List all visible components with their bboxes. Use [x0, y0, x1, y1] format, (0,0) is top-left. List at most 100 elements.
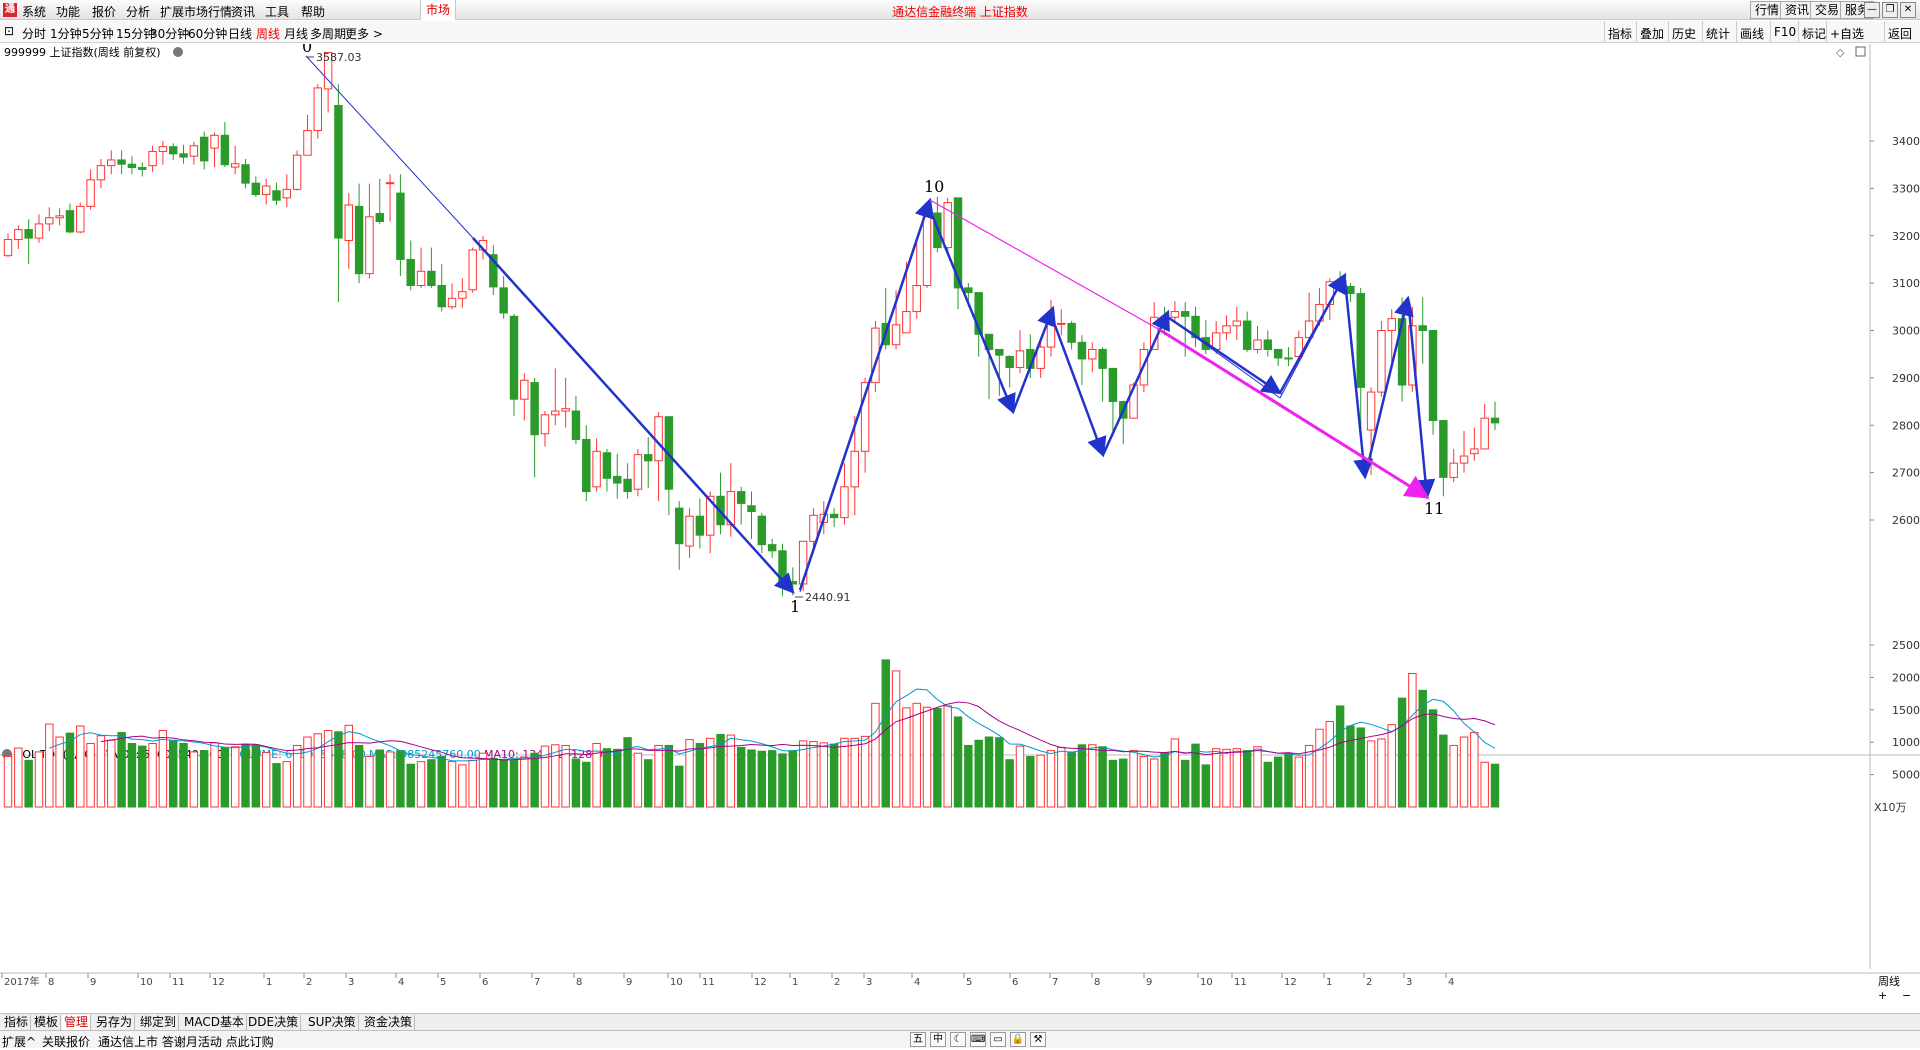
tool-0[interactable]: 指标: [1608, 27, 1633, 41]
period-0[interactable]: 分时: [22, 27, 47, 41]
status-icon-1[interactable]: 中: [930, 1032, 946, 1047]
top-right-button-0[interactable]: 行情: [1750, 1, 1785, 19]
volume-bar: [458, 764, 467, 808]
bottom-tab-4[interactable]: 绑定到: [138, 1015, 180, 1030]
volume-bar: [571, 758, 581, 808]
bottom-tab-1[interactable]: 模板: [32, 1015, 62, 1030]
bottom-tab-3[interactable]: 另存为: [94, 1015, 136, 1030]
candle-body: [1046, 323, 1056, 348]
bottom-tab-8[interactable]: 资金决策: [362, 1015, 416, 1030]
zoom-in-icon: +: [1878, 989, 1887, 1002]
menu-item-1[interactable]: 功能: [56, 5, 81, 19]
volume-bar: [726, 734, 736, 808]
status-item-1[interactable]: 关联报价: [42, 1035, 91, 1049]
volume-bar: [3, 755, 13, 808]
candle-body: [1098, 348, 1107, 369]
tool-3[interactable]: 统计: [1706, 27, 1731, 41]
tool-separator: [1826, 21, 1827, 43]
candle-body: [809, 514, 818, 542]
bottom-tab-0[interactable]: 指标: [2, 1015, 32, 1030]
candle-body: [788, 581, 798, 585]
close-icon[interactable]: ✕: [1900, 2, 1916, 18]
status-item-0[interactable]: 扩展^: [2, 1035, 37, 1049]
candle-body: [1480, 417, 1489, 450]
candle-body: [220, 134, 230, 166]
period-8[interactable]: 月线: [284, 27, 309, 41]
period-10[interactable]: 更多 >: [345, 27, 383, 41]
volume-bar: [1036, 754, 1045, 808]
candle-body: [1418, 325, 1427, 332]
volume-bar: [881, 659, 890, 808]
menu-item-3[interactable]: 分析: [126, 5, 151, 19]
candle-body: [860, 382, 870, 452]
wave-arrow: [1343, 279, 1374, 480]
tool-separator: [1702, 21, 1703, 43]
period-4[interactable]: 30分钟: [150, 27, 190, 41]
bottom-tab-2[interactable]: 管理: [62, 1015, 92, 1030]
bottom-tab-5[interactable]: MACD基本: [182, 1015, 247, 1030]
time-axis-label: 2: [834, 977, 840, 988]
volume-bar: [654, 744, 663, 808]
candle-body: [995, 348, 1004, 356]
volume-bar: [468, 759, 477, 808]
candle-body: [613, 475, 622, 484]
status-item-2[interactable]: 通达信上市 答谢月活动 点此订购: [98, 1035, 274, 1049]
wave-arrow: [1011, 305, 1057, 413]
volume-bar: [1335, 705, 1345, 808]
period-2[interactable]: 5分钟: [82, 27, 114, 41]
tool-1[interactable]: 叠加: [1640, 27, 1665, 41]
menu-item-7[interactable]: 帮助: [301, 5, 326, 19]
period-3[interactable]: 15分钟: [116, 27, 156, 41]
bottom-tab-7[interactable]: SUP决策: [306, 1015, 359, 1030]
lock-icon[interactable]: 🔒: [1010, 1032, 1026, 1047]
candle-body: [757, 515, 767, 546]
tool-7[interactable]: +自选: [1830, 27, 1865, 41]
menu-item-0[interactable]: 系统: [22, 5, 47, 19]
tool-5[interactable]: F10: [1774, 25, 1797, 39]
top-right-button-1[interactable]: 资讯: [1780, 1, 1815, 19]
candle-body: [76, 205, 85, 233]
period-6[interactable]: 日线: [228, 27, 253, 41]
top-right-button-2[interactable]: 交易: [1810, 1, 1845, 19]
bottom-tab-6[interactable]: DDE决策: [246, 1015, 302, 1030]
kline-chart[interactable]: 999999 上证指数(周线 前复权) ◇34003300320031003000…: [0, 44, 1920, 1012]
volume-bar: [767, 750, 777, 808]
volume-bar: [1366, 740, 1376, 808]
keyboard-icon[interactable]: ⌨: [970, 1032, 986, 1047]
period-7[interactable]: 周线: [256, 27, 281, 41]
time-axis-label: 3: [1406, 977, 1412, 988]
volume-bar: [1139, 755, 1149, 808]
candle-body: [592, 450, 601, 488]
menu-item-6[interactable]: 工具: [265, 5, 290, 19]
tool-4[interactable]: 画线: [1740, 27, 1765, 41]
menu-item-2[interactable]: 报价: [92, 5, 117, 19]
menu-item-4[interactable]: 扩展市场行情: [160, 5, 233, 19]
volume-bar: [582, 761, 591, 808]
volume-bar: [1119, 758, 1128, 808]
tool-8[interactable]: 返回: [1888, 27, 1913, 41]
layout-icon[interactable]: ⊡: [4, 24, 15, 38]
card-icon[interactable]: ▭: [990, 1032, 1006, 1047]
tool-2[interactable]: 历史: [1672, 27, 1697, 41]
wrench-icon[interactable]: ⚒: [1030, 1032, 1046, 1047]
moon-icon[interactable]: ☾: [950, 1032, 966, 1047]
volume-bar: [1408, 673, 1417, 808]
candle-body: [107, 159, 116, 167]
app-logo-icon[interactable]: 通: [3, 3, 17, 17]
volume-bar: [1232, 748, 1242, 808]
chart-area[interactable]: 999999 上证指数(周线 前复权) ◇ 3400 3300 3200 3100 3000…: [0, 44, 1920, 1012]
status-icon-0[interactable]: 五: [910, 1032, 926, 1047]
menu-item-5[interactable]: 资讯: [231, 5, 256, 19]
restore-icon[interactable]: ❐: [1882, 2, 1898, 18]
tool-6[interactable]: 标记: [1802, 27, 1827, 41]
volume-bar: [1439, 734, 1448, 808]
volume-bar: [819, 742, 829, 808]
minimize-icon[interactable]: —: [1864, 2, 1880, 18]
candle-body: [623, 478, 632, 493]
period-5[interactable]: 60分钟: [188, 27, 228, 41]
market-tab[interactable]: 市场: [420, 0, 456, 20]
period-9[interactable]: 多周期: [310, 27, 347, 41]
period-1[interactable]: 1分钟: [50, 27, 82, 41]
time-axis-label: 10: [140, 977, 153, 988]
candle-body: [602, 452, 612, 479]
